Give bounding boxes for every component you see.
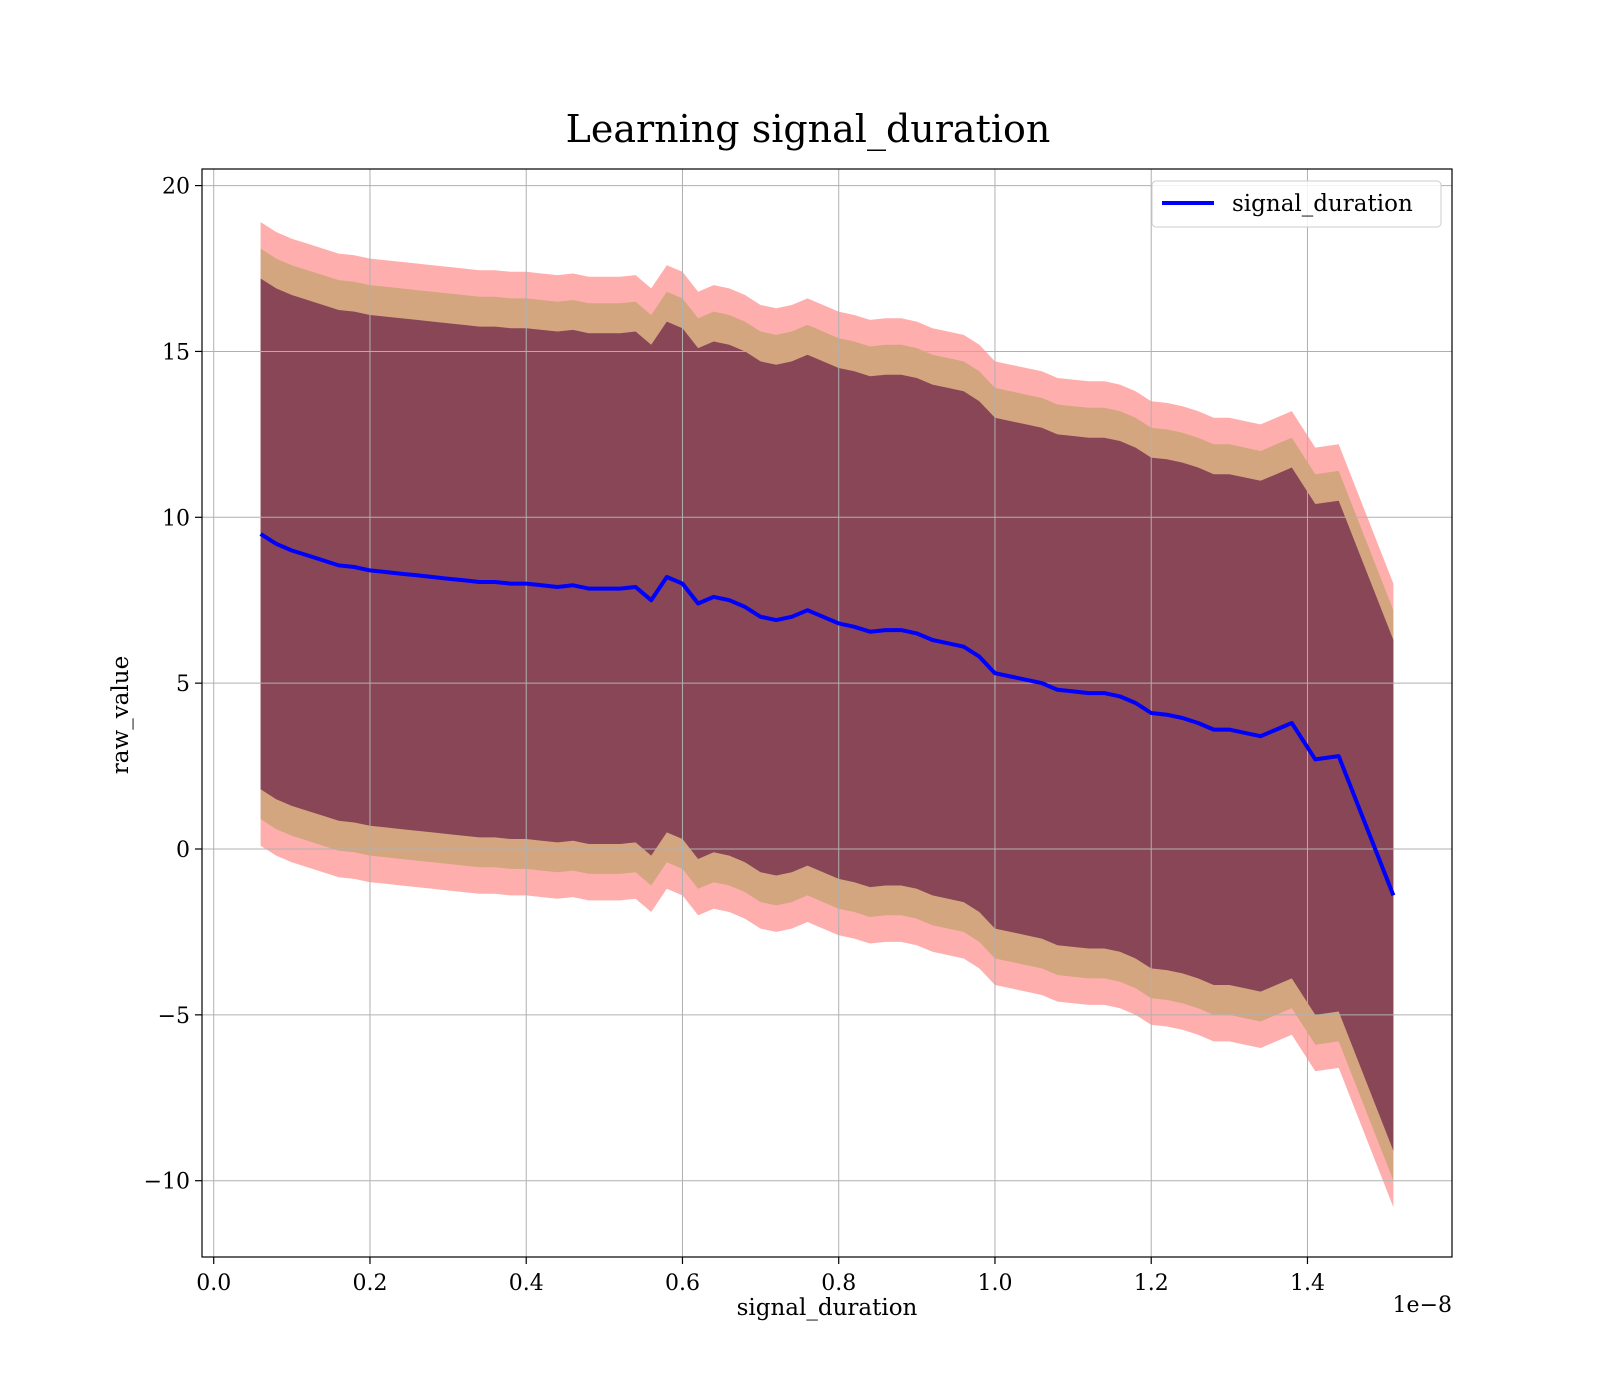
y-tick-label: −5 xyxy=(158,1004,190,1029)
confidence-bands xyxy=(260,222,1394,1208)
x-axis-ticks: 0.0 0.2 0.4 0.6 0.8 1.0 1.2 1.4 xyxy=(196,1257,1325,1296)
x-tick-label: 1.2 xyxy=(1134,1271,1169,1296)
x-tick-label: 1.4 xyxy=(1290,1271,1325,1296)
x-tick-label: 1.0 xyxy=(977,1271,1012,1296)
y-tick-label: 0 xyxy=(176,838,190,863)
legend-label: signal_duration xyxy=(1232,191,1413,217)
x-tick-label: 0.2 xyxy=(352,1271,387,1296)
series-line-group xyxy=(259,532,1396,897)
y-axis-ticks: −10 −5 0 5 10 15 20 xyxy=(144,175,202,1195)
y-tick-label: −10 xyxy=(144,1170,190,1195)
x-tick-label: 0.8 xyxy=(821,1271,856,1296)
y-tick-label: 20 xyxy=(162,175,190,200)
plot-frame xyxy=(201,168,1453,1258)
x-tick-label: 0.0 xyxy=(196,1271,231,1296)
y-tick-label: 10 xyxy=(162,506,190,531)
x-tick-label: 0.6 xyxy=(665,1271,700,1296)
y-tick-label: 15 xyxy=(162,340,190,365)
chart-title: Learning signal_duration xyxy=(566,107,1051,152)
series-line-signal-duration xyxy=(259,532,1396,897)
y-axis-label: raw_value xyxy=(108,656,134,774)
x-axis-label: signal_duration xyxy=(737,1295,918,1321)
band-inner xyxy=(260,278,1394,1151)
x-tick-label: 0.4 xyxy=(509,1271,544,1296)
legend: signal_duration xyxy=(1151,180,1442,228)
y-tick-label: 5 xyxy=(176,672,190,697)
x-axis-offset-label: 1e−8 xyxy=(1393,1293,1452,1318)
legend-box xyxy=(1151,180,1442,228)
grid xyxy=(202,169,1452,1257)
